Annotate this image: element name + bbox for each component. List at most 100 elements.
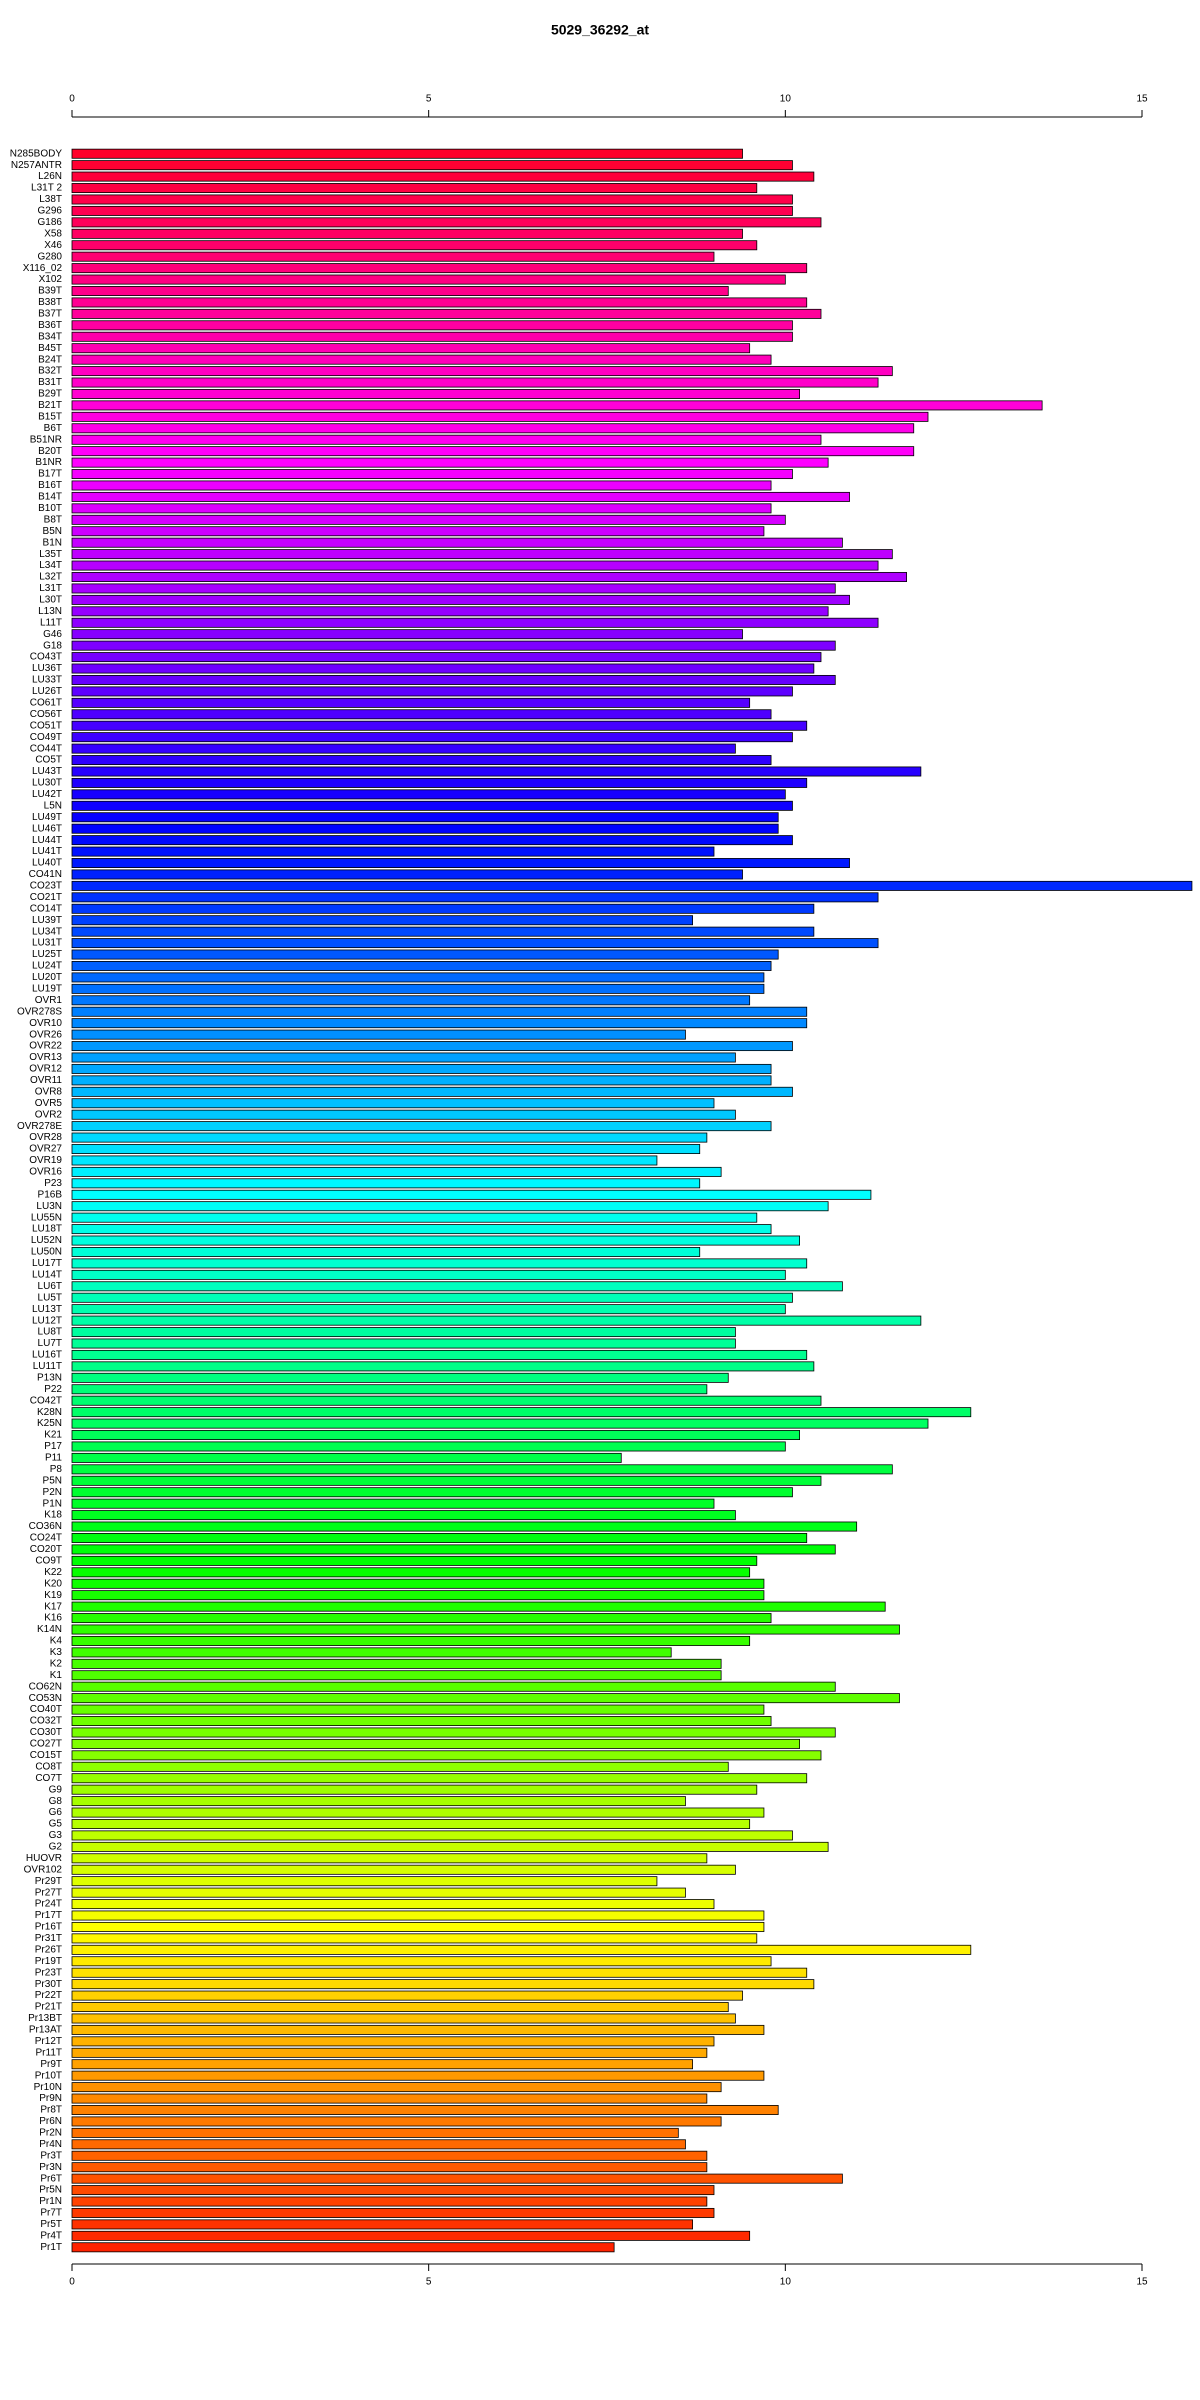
y-tick-label: CO8T (35, 1761, 62, 1772)
y-tick-label: Pr10N (34, 2082, 62, 2093)
bar (71, 297, 808, 308)
bar (71, 1841, 829, 1852)
y-tick-label: OVR27 (29, 1144, 62, 1155)
y-tick-label: Pr1N (39, 2196, 62, 2207)
y-tick-label: X116_02 (23, 263, 63, 274)
bar (71, 1304, 786, 1315)
y-tick-label: P11 (45, 1453, 62, 1464)
bar (71, 983, 765, 994)
bar (71, 1269, 786, 1280)
y-tick-label: Pr10T (35, 2070, 62, 2081)
y-tick-label: LU44T (32, 835, 62, 846)
y-tick-label: OVR19 (29, 1155, 62, 1166)
y-tick-label: B32T (38, 366, 62, 377)
bar (71, 663, 815, 674)
bar (71, 2059, 693, 2070)
y-tick-label: L31T 2 (31, 183, 62, 194)
bar (71, 1910, 765, 1921)
bar (71, 1098, 715, 1109)
bar (71, 160, 793, 171)
bar (71, 2196, 708, 2207)
y-tick-label: N285BODY (10, 148, 63, 159)
bar (71, 1979, 815, 1990)
bar (71, 606, 829, 617)
y-tick-label: K2 (50, 1658, 63, 1669)
bar (71, 1430, 800, 1441)
bar (71, 583, 836, 594)
y-tick-label: B8T (44, 514, 62, 525)
bar (71, 1635, 751, 1646)
bar (71, 1921, 765, 1932)
bar (71, 674, 836, 685)
bar (71, 286, 729, 296)
y-tick-label: K25N (37, 1418, 62, 1429)
bar (71, 995, 751, 1006)
bar (71, 1327, 736, 1338)
y-tick-label: LU3N (36, 1201, 62, 1212)
y-tick-label: OVR12 (29, 1064, 62, 1075)
bar (71, 2002, 729, 2013)
y-tick-label: B36T (38, 320, 62, 331)
bar (71, 846, 715, 857)
y-tick-label: G18 (43, 640, 62, 651)
y-tick-label: LU42T (32, 789, 62, 800)
y-tick-label: P22 (44, 1384, 62, 1395)
bar (71, 1693, 900, 1704)
bar (71, 1555, 758, 1566)
y-tick-label: LU26T (32, 686, 62, 697)
bar (71, 1144, 701, 1154)
bar (71, 1784, 758, 1795)
y-tick-label: B16T (38, 480, 62, 491)
y-tick-label: HUOVR (26, 1853, 62, 1864)
bar (71, 1864, 736, 1875)
y-tick-label: LU16T (32, 1350, 62, 1361)
bar (71, 1258, 808, 1269)
y-tick-label: B20T (38, 446, 62, 457)
y-tick-label: OVR16 (29, 1167, 62, 1178)
bar (71, 263, 808, 274)
y-tick-label: X46 (44, 240, 62, 251)
y-tick-label: L26N (38, 171, 62, 182)
y-tick-label: G186 (38, 217, 63, 228)
bar (71, 526, 765, 537)
y-tick-label: K28N (37, 1407, 62, 1418)
bar (71, 720, 808, 731)
bar (71, 1487, 793, 1498)
y-tick-label: P8 (50, 1464, 63, 1475)
y-tick-label: B21T (38, 400, 62, 411)
y-tick-label: LU49T (32, 812, 62, 823)
y-tick-label: Pr30T (35, 1979, 62, 1990)
y-tick-label: CO56T (30, 709, 62, 720)
bar (71, 1590, 765, 1601)
y-tick-label: LU6T (38, 1281, 62, 1292)
y-tick-label: Pr3N (39, 2162, 62, 2173)
bar (71, 1670, 722, 1681)
bar (71, 1761, 729, 1772)
bar (71, 2242, 615, 2253)
bar (71, 469, 793, 480)
y-tick-label: OVR102 (24, 1864, 63, 1875)
y-tick-label: LU14T (32, 1270, 62, 1281)
bar (71, 1418, 929, 1429)
y-tick-label: Pr7T (40, 2208, 62, 2219)
bar (71, 869, 743, 880)
bar (71, 1716, 772, 1727)
bar (71, 1029, 686, 1040)
bar (71, 457, 829, 468)
y-tick-label: LU25T (32, 949, 62, 960)
bar (71, 1224, 772, 1235)
y-tick-label: CO40T (30, 1704, 62, 1715)
bar (71, 480, 772, 491)
y-tick-label: B38T (38, 297, 62, 308)
bar (71, 835, 793, 846)
bar (71, 1407, 972, 1418)
bar (71, 1384, 708, 1395)
y-tick-label: G296 (38, 206, 63, 217)
y-tick-label: LU36T (32, 663, 62, 674)
y-tick-label: K14N (37, 1624, 62, 1635)
y-tick-label: LU33T (32, 675, 62, 686)
y-tick-label: B31T (38, 377, 62, 388)
y-tick-label: CO61T (30, 697, 62, 708)
bar (71, 1212, 758, 1223)
y-tick-label: CO32T (30, 1716, 62, 1727)
